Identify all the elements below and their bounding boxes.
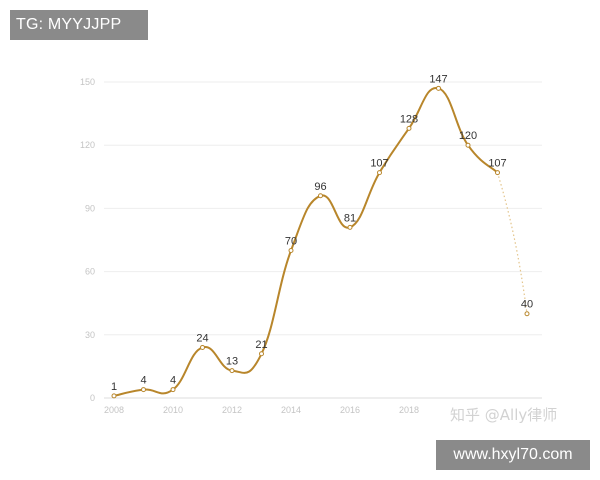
data-label: 96: [314, 181, 326, 193]
data-label: 24: [196, 332, 208, 344]
data-point: [288, 248, 294, 254]
data-labels: 1 4 4 24 13 21 70 96 81 107 128 147 120 107 40: [111, 73, 533, 393]
data-label: 147: [429, 73, 447, 85]
data-point: [347, 224, 353, 230]
data-label: 107: [370, 158, 388, 170]
series-projection-line: [496, 172, 528, 314]
x-tick-label: 2012: [222, 405, 242, 415]
series: [113, 87, 528, 397]
data-point: [465, 142, 471, 148]
grid: [104, 81, 542, 399]
data-label: 40: [521, 299, 533, 311]
data-label: 4: [140, 375, 146, 387]
data-point: [200, 344, 205, 350]
zhihu-watermark: 知乎 @Ally律师: [450, 406, 557, 424]
data-point: [377, 170, 382, 176]
data-point: [495, 170, 500, 176]
data-point: [524, 311, 530, 317]
data-point: [318, 193, 323, 199]
data-point: [259, 351, 264, 357]
x-tick-label: 2016: [340, 405, 360, 415]
x-axis: 2008 2010 2012 2014 2016 2018: [104, 405, 419, 415]
y-axis: 0 30 60 90 120 150: [80, 77, 95, 403]
data-label: 4: [170, 375, 176, 387]
data-label: 120: [459, 130, 477, 142]
data-point: [141, 387, 146, 393]
y-tick-label: 120: [80, 140, 95, 150]
data-label: 107: [488, 158, 506, 170]
data-label: 70: [285, 236, 297, 248]
x-tick-label: 2008: [104, 405, 124, 415]
data-point: [111, 393, 117, 399]
data-point: [406, 125, 412, 131]
url-watermark: www.hxyl70.com: [436, 440, 590, 470]
data-label: 128: [400, 113, 418, 125]
x-tick-label: 2014: [281, 405, 301, 415]
y-tick-label: 90: [85, 203, 95, 213]
series-line: [113, 87, 499, 397]
y-tick-label: 30: [85, 330, 95, 340]
y-tick-label: 60: [85, 267, 95, 277]
data-label: 13: [226, 356, 238, 368]
tg-watermark: TG: MYYJJPP: [10, 10, 148, 40]
x-tick-label: 2010: [163, 405, 183, 415]
data-point: [170, 387, 176, 393]
data-point: [229, 368, 235, 374]
y-tick-label: 150: [80, 77, 95, 87]
data-label: 81: [344, 212, 356, 224]
points: [111, 85, 530, 399]
x-tick-label: 2018: [399, 405, 419, 415]
y-tick-label: 0: [90, 393, 95, 403]
data-point: [436, 85, 441, 91]
data-label: 1: [111, 381, 117, 393]
data-label: 21: [255, 339, 267, 351]
